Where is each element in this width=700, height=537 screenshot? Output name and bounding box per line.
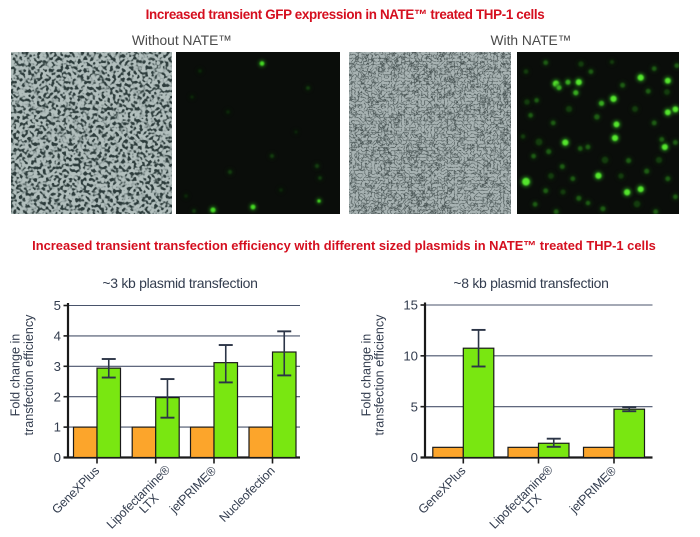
svg-text:Lipofectamine®: Lipofectamine® xyxy=(487,463,556,532)
svg-text:10: 10 xyxy=(403,348,418,363)
svg-text:GeneXPlus: GeneXPlus xyxy=(415,464,468,517)
svg-text:5: 5 xyxy=(411,399,418,414)
svg-text:Fold change in: Fold change in xyxy=(360,334,374,417)
svg-text:jetPRIME®: jetPRIME® xyxy=(166,464,219,517)
svg-text:transfection efficiency: transfection efficiency xyxy=(373,314,387,436)
svg-text:jetPRIME®: jetPRIME® xyxy=(566,464,619,517)
svg-text:5: 5 xyxy=(54,298,61,313)
svg-text:2: 2 xyxy=(54,389,61,404)
svg-text:0: 0 xyxy=(54,450,61,465)
svg-text:~3 kb plasmid transfection: ~3 kb plasmid transfection xyxy=(102,275,257,291)
svg-text:Nucleofection: Nucleofection xyxy=(216,464,277,525)
svg-text:Lipofectamine®: Lipofectamine® xyxy=(104,463,173,532)
svg-text:4: 4 xyxy=(54,329,61,344)
svg-text:transfection efficiency: transfection efficiency xyxy=(22,314,36,436)
svg-text:15: 15 xyxy=(403,298,418,313)
svg-text:Fold change in: Fold change in xyxy=(9,334,23,417)
svg-text:1: 1 xyxy=(54,420,61,435)
svg-text:~8 kb plasmid transfection: ~8 kb plasmid transfection xyxy=(453,275,608,291)
svg-text:3: 3 xyxy=(54,359,61,374)
svg-text:0: 0 xyxy=(411,450,418,465)
svg-text:GeneXPlus: GeneXPlus xyxy=(49,464,102,517)
